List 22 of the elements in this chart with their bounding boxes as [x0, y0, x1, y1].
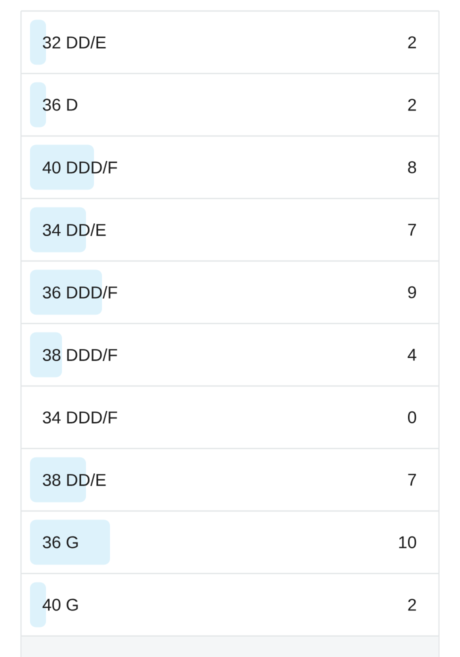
bar: [30, 520, 110, 565]
data-label: 10: [399, 536, 416, 548]
y-tick-label: 34 DDD/F: [42, 411, 118, 424]
y-tick-label: 40 G: [42, 598, 78, 611]
y-tick-label: 36 G: [42, 536, 78, 548]
y-tick-label: 38 DD/E: [42, 474, 106, 486]
data-label: 2: [408, 36, 416, 48]
bar: [30, 332, 62, 378]
y-tick-label: 34 DD/E: [42, 224, 106, 236]
data-label: 7: [408, 474, 416, 486]
y-tick-label: 36 DDD/F: [42, 286, 118, 299]
data-label: 7: [408, 224, 416, 236]
data-label: 8: [408, 161, 416, 174]
y-tick-label: 38 DDD/F: [42, 348, 118, 362]
data-label: 2: [408, 98, 416, 111]
y-tick-label: 40 DDD/F: [42, 161, 118, 174]
data-label: 4: [408, 348, 416, 361]
data-label: 0: [408, 411, 416, 424]
data-label: 9: [408, 286, 416, 298]
y-tick-label: 36 D: [42, 98, 78, 111]
y-tick-label: 32 DD/E: [42, 36, 106, 49]
data-label: 2: [408, 598, 416, 611]
